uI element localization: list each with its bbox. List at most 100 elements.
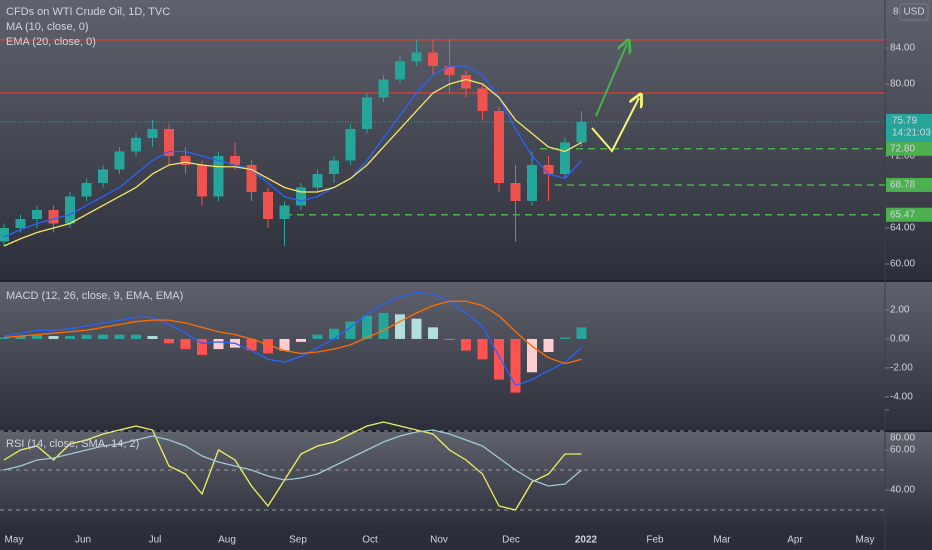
y-tick-label: 60.00 (890, 259, 915, 270)
legend-entry: MA (10, close, 0) (6, 21, 89, 33)
x-tick-label: May (856, 535, 875, 546)
arrow-up (595, 44, 627, 117)
chart-title: CFDs on WTI Crude Oil, 1D, TVC (6, 6, 170, 18)
price-label-box (886, 207, 932, 222)
y-tick-label: 72.00 (890, 151, 915, 162)
candle-body (543, 164, 554, 174)
histogram-bar (164, 338, 174, 344)
histogram-bar (15, 336, 26, 339)
price-label: 65.47 (890, 209, 915, 220)
candle-body (164, 128, 174, 156)
candle-body (263, 191, 273, 219)
histogram-bar (32, 334, 42, 339)
candle-body (180, 155, 191, 165)
candle-body (32, 209, 42, 219)
currency-box (899, 3, 929, 21)
candle-body (98, 169, 108, 183)
candle-body (395, 61, 405, 80)
candle-body (411, 52, 422, 62)
histogram-bar (48, 336, 59, 339)
candle-body (444, 65, 455, 75)
x-tick-label: Nov (430, 535, 448, 546)
indicator-line (3, 291, 582, 387)
histogram-bar (461, 338, 471, 351)
candle-body (329, 160, 339, 174)
candle-body (312, 173, 323, 188)
candle-body (131, 137, 141, 152)
plot: 84.00 80.00 72.00 64.00 60.00 2.00 0.00 -2.00 -4… (0, 38, 915, 511)
histogram-bar (279, 338, 290, 351)
indicator-line (3, 65, 582, 238)
indicator-line (3, 429, 582, 487)
histogram-bar (411, 318, 422, 339)
arrow-path (591, 98, 639, 153)
histogram-bar (312, 334, 323, 339)
y-tick-label: 80.00 (890, 433, 915, 444)
candle-body (527, 164, 537, 201)
histogram-bar (444, 338, 455, 340)
x-tick-label: Jun (75, 535, 91, 546)
candle-body (461, 74, 471, 89)
candle-body (213, 155, 224, 197)
price-label-box (886, 177, 932, 192)
histogram-bar (65, 336, 75, 339)
price-label: 68.78 (890, 180, 915, 191)
indicator-title: MACD (12, 26, close, 9, EMA, EMA) (6, 290, 183, 302)
histogram-bar (345, 321, 356, 339)
y-tick-label: 84.00 (890, 43, 915, 54)
histogram-bar (329, 328, 339, 339)
candle-body (296, 187, 306, 206)
indicator-line (3, 421, 582, 511)
candle-body (15, 218, 26, 228)
currency-prefix: 8 (893, 7, 899, 18)
price-label: 72.80 (890, 143, 915, 154)
indicator-title: RSI (14, close, SMA, 14, 2) (6, 438, 139, 450)
candle-body (65, 196, 75, 224)
x-tick-label: Jul (149, 535, 162, 546)
histogram-bar (180, 338, 191, 350)
candle-body (477, 88, 488, 111)
macd-panel (0, 282, 932, 430)
x-tick-label: 2022 (575, 535, 598, 546)
histogram-bar (395, 314, 405, 339)
candle-body (362, 97, 372, 129)
indicator-line (3, 300, 582, 365)
histogram-bar (576, 327, 587, 339)
y-tick-label: 60.00 (890, 445, 915, 456)
histogram-bar (428, 327, 438, 339)
currency: USD (903, 7, 924, 18)
last-price-box (886, 113, 932, 142)
candle-body (230, 155, 240, 165)
y-tick-label: 0.00 (890, 334, 910, 345)
candle-body (378, 79, 389, 98)
time-axis (0, 530, 932, 550)
x-tick-label: Oct (362, 535, 378, 546)
y-tick-label: 40.00 (890, 485, 915, 496)
histogram-bar (197, 338, 207, 355)
x-tick-label: Aug (218, 535, 236, 546)
histogram-bar (0, 337, 9, 339)
y-tick-label: -4.00 (890, 392, 913, 403)
y-tick-label: -2.00 (890, 363, 913, 374)
indicator-line (3, 78, 582, 247)
x-tick-label: Dec (502, 535, 520, 546)
candle-body (428, 52, 438, 66)
histogram-bar (98, 334, 108, 339)
price-label-box (886, 141, 932, 156)
histogram-bar (81, 334, 92, 339)
candle-body (246, 164, 257, 192)
y-tick-label: 64.00 (890, 223, 915, 234)
candle-body (147, 128, 158, 138)
candle-body (560, 142, 570, 174)
candle-body (279, 205, 290, 219)
histogram-bar (296, 338, 306, 342)
candle-body (0, 227, 9, 242)
candle-body (48, 209, 59, 224)
y-tick-label: 80.00 (890, 79, 915, 90)
histogram-bar (114, 334, 125, 339)
candle-body (576, 121, 587, 143)
x-tick-label: Sep (289, 535, 307, 546)
legend-entry: EMA (20, close, 0) (6, 36, 96, 48)
histogram-bar (510, 338, 521, 393)
